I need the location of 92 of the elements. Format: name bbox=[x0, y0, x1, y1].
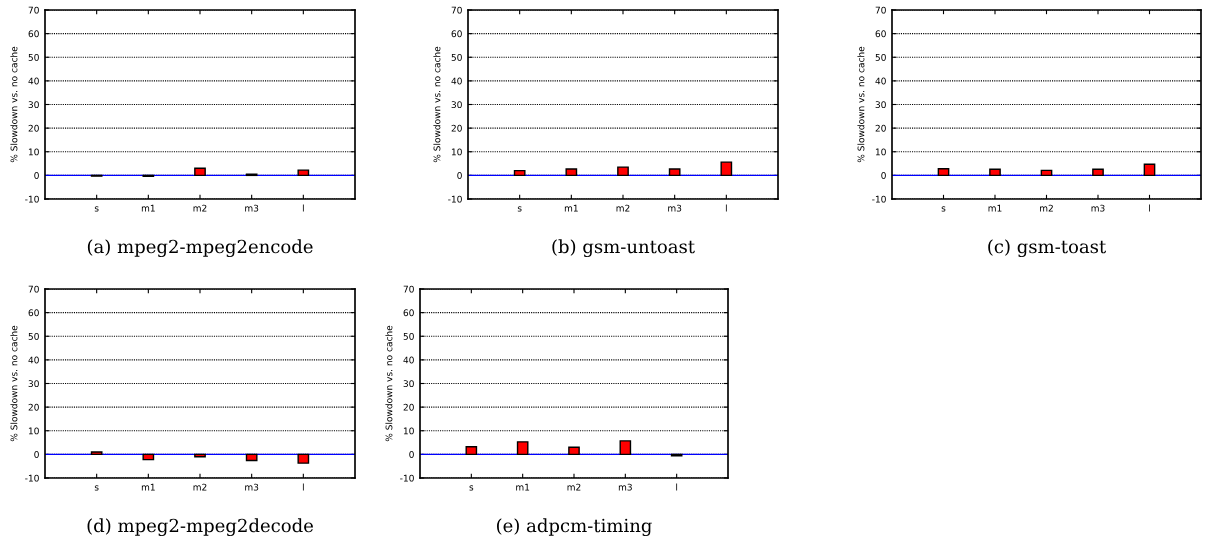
y-tick-label: 10 bbox=[403, 427, 414, 435]
x-tick-label: m2 bbox=[193, 204, 207, 212]
y-tick-label: -10 bbox=[25, 195, 39, 203]
y-tick-label: 30 bbox=[28, 101, 39, 109]
y-tick-label: 30 bbox=[451, 101, 462, 109]
y-tick-label: 60 bbox=[403, 309, 414, 317]
x-tick-label: m1 bbox=[564, 204, 578, 212]
bar bbox=[297, 169, 310, 177]
y-tick-label: 70 bbox=[28, 6, 39, 14]
y-tick-label: 40 bbox=[403, 356, 414, 364]
y-tick-label: 50 bbox=[28, 332, 39, 340]
y-tick-label: 20 bbox=[403, 403, 414, 411]
y-tick-label: 0 bbox=[881, 172, 886, 179]
x-tick-label: l bbox=[302, 483, 304, 491]
y-tick-label: 20 bbox=[28, 124, 39, 132]
y-axis-title: % Slowdown vs. no cache bbox=[857, 46, 865, 163]
bar bbox=[617, 166, 629, 177]
y-tick-label: 10 bbox=[28, 148, 39, 156]
y-tick-label: 20 bbox=[28, 403, 39, 411]
x-tick-label: m2 bbox=[193, 483, 207, 491]
y-tick-label: -10 bbox=[25, 474, 39, 482]
x-tick-label: l bbox=[302, 204, 304, 212]
bar bbox=[937, 168, 950, 177]
y-tick-label: 10 bbox=[875, 148, 886, 156]
y-tick-label: 30 bbox=[403, 380, 414, 388]
bar bbox=[1092, 168, 1104, 177]
y-tick-label: -10 bbox=[872, 195, 886, 203]
y-tick-label: 40 bbox=[451, 77, 462, 85]
y-tick-label: 60 bbox=[28, 30, 39, 38]
x-tick-label: m3 bbox=[245, 204, 259, 212]
bar bbox=[194, 167, 206, 177]
x-tick-label: l bbox=[676, 483, 678, 491]
bar bbox=[513, 169, 526, 177]
y-tick-label: 30 bbox=[875, 101, 886, 109]
y-tick-label: 10 bbox=[28, 427, 39, 435]
x-tick-label: m1 bbox=[516, 483, 530, 491]
text: (a) mpeg2-mpeg2encode bbox=[87, 239, 313, 258]
y-tick-label: -10 bbox=[400, 474, 414, 482]
x-tick-label: s bbox=[941, 206, 946, 212]
y-tick-label: 50 bbox=[451, 53, 462, 61]
x-tick-label: m3 bbox=[245, 483, 259, 491]
y-tick-label: 10 bbox=[451, 148, 462, 156]
x-tick-label: s bbox=[94, 206, 99, 212]
bar bbox=[1040, 169, 1053, 177]
x-tick-label: m1 bbox=[141, 483, 155, 491]
y-tick-label: 20 bbox=[451, 124, 462, 132]
y-tick-label: 70 bbox=[28, 285, 39, 293]
y-tick-label: 50 bbox=[875, 53, 886, 61]
text: (c) gsm-toast bbox=[988, 239, 1107, 258]
y-tick-label: 40 bbox=[28, 77, 39, 85]
y-tick-label: 0 bbox=[409, 451, 414, 458]
y-tick-label: 70 bbox=[451, 6, 462, 14]
bar bbox=[989, 168, 1001, 177]
x-tick-label: m3 bbox=[1091, 204, 1105, 212]
y-tick-label: -10 bbox=[448, 195, 462, 203]
bar bbox=[720, 161, 733, 177]
bar bbox=[668, 168, 681, 177]
y-tick-label: 30 bbox=[28, 380, 39, 388]
y-tick-label: 40 bbox=[28, 356, 39, 364]
text: (e) adpcm-timing bbox=[497, 518, 652, 537]
x-tick-label: s bbox=[94, 485, 99, 491]
y-axis-title: % Slowdown vs. no cache bbox=[385, 325, 393, 442]
y-tick-label: 60 bbox=[875, 30, 886, 38]
y-tick-label: 50 bbox=[28, 53, 39, 61]
x-tick-label: l bbox=[1149, 204, 1150, 212]
y-tick-label: 60 bbox=[28, 309, 39, 317]
x-tick-label: m1 bbox=[988, 204, 1002, 212]
y-tick-label: 0 bbox=[34, 451, 39, 458]
x-tick-label: s bbox=[517, 206, 522, 212]
y-axis-title: % Slowdown vs. no cache bbox=[10, 46, 18, 163]
y-tick-label: 40 bbox=[875, 77, 886, 85]
y-tick-label: 50 bbox=[403, 332, 414, 340]
text: (d) mpeg2-mpeg2decode bbox=[87, 518, 313, 537]
bar bbox=[565, 168, 578, 177]
x-tick-label: l bbox=[725, 204, 727, 212]
y-axis-title: % Slowdown vs. no cache bbox=[10, 325, 18, 442]
y-tick-label: 60 bbox=[451, 30, 462, 38]
y-tick-label: 0 bbox=[34, 172, 39, 179]
x-tick-label: m3 bbox=[668, 204, 682, 212]
y-tick-label: 20 bbox=[875, 124, 886, 132]
x-tick-label: m2 bbox=[567, 483, 581, 491]
y-tick-label: 70 bbox=[403, 285, 414, 293]
x-tick-label: m1 bbox=[141, 204, 155, 212]
y-tick-label: 0 bbox=[457, 172, 462, 179]
bar bbox=[1143, 163, 1156, 177]
x-tick-label: m2 bbox=[616, 204, 630, 212]
x-tick-label: m3 bbox=[618, 483, 632, 491]
x-tick-label: s bbox=[469, 485, 474, 491]
x-tick-label: m2 bbox=[1040, 204, 1053, 212]
y-tick-label: 70 bbox=[875, 6, 886, 14]
y-axis-title: % Slowdown vs. no cache bbox=[433, 46, 441, 163]
text: (b) gsm-untoast bbox=[552, 239, 695, 258]
